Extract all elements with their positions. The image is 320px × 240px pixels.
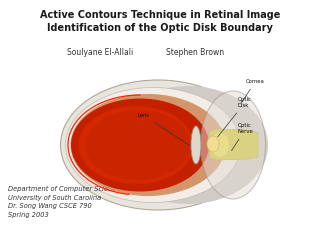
Text: Stephen Brown: Stephen Brown — [166, 48, 224, 57]
Text: Optic
Disk: Optic Disk — [218, 97, 252, 137]
Polygon shape — [210, 129, 258, 160]
Text: Cornea: Cornea — [242, 79, 265, 103]
Text: Optic
Nerve: Optic Nerve — [231, 123, 254, 151]
Text: Department of Computer Science and Engineering
University of South Carolina
Dr. : Department of Computer Science and Engin… — [8, 186, 177, 218]
Text: Lens: Lens — [138, 113, 190, 145]
Ellipse shape — [211, 133, 229, 157]
Text: Soulyane El-Allali: Soulyane El-Allali — [67, 48, 133, 57]
Ellipse shape — [207, 136, 219, 152]
Ellipse shape — [191, 126, 201, 164]
Ellipse shape — [71, 98, 209, 192]
Ellipse shape — [85, 110, 190, 180]
Ellipse shape — [201, 91, 266, 199]
Ellipse shape — [60, 80, 255, 210]
Ellipse shape — [108, 86, 268, 204]
Ellipse shape — [66, 88, 241, 203]
Ellipse shape — [70, 94, 226, 196]
Ellipse shape — [78, 106, 194, 184]
Text: Active Contours Technique in Retinal Image
Identification of the Optic Disk Boun: Active Contours Technique in Retinal Ima… — [40, 10, 280, 33]
